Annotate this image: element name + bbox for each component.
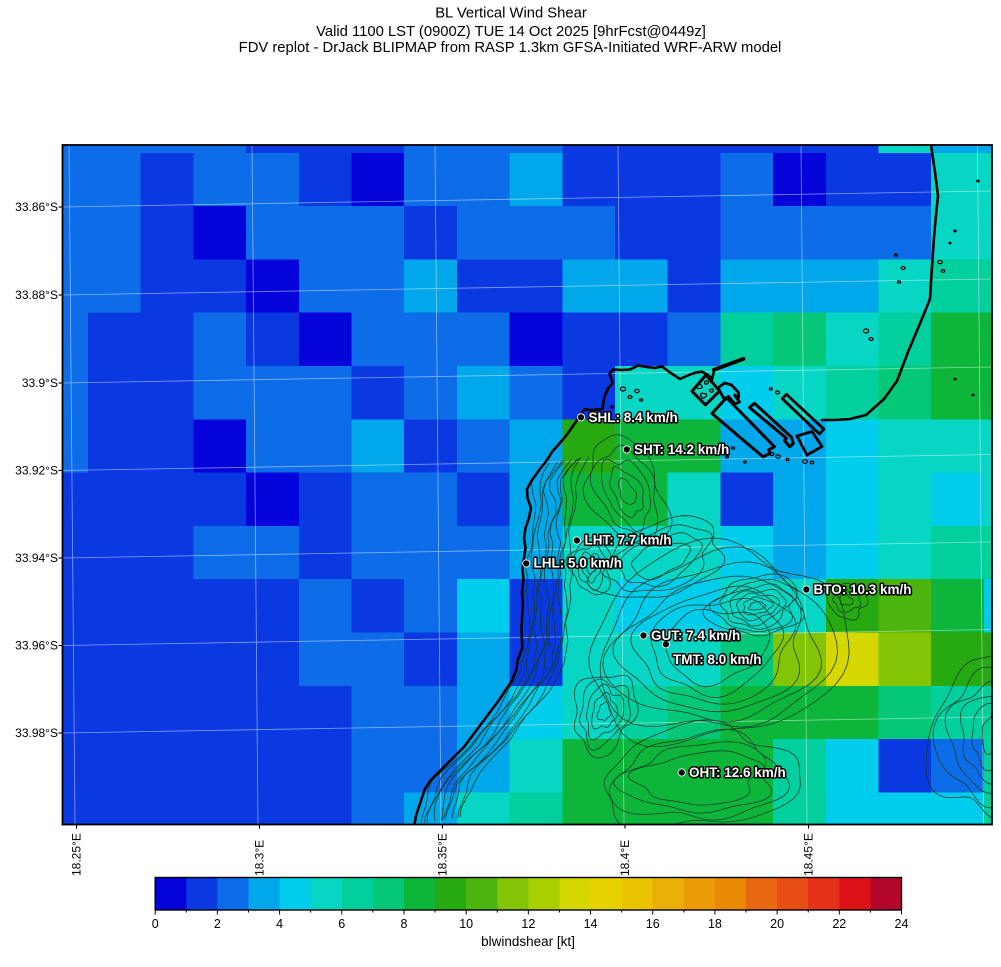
svg-text:BTO: 10.3 km/h: BTO: 10.3 km/h bbox=[814, 582, 912, 597]
svg-text:6: 6 bbox=[338, 917, 345, 931]
svg-text:24: 24 bbox=[895, 917, 909, 931]
svg-text:20: 20 bbox=[770, 917, 784, 931]
svg-text:10: 10 bbox=[459, 917, 473, 931]
svg-text:18.45°E: 18.45°E bbox=[802, 833, 816, 876]
svg-text:GUT: 7.4 km/h: GUT: 7.4 km/h bbox=[651, 628, 740, 643]
svg-text:18.4°E: 18.4°E bbox=[618, 840, 632, 876]
svg-text:blwindshear [kt]: blwindshear [kt] bbox=[481, 934, 575, 949]
svg-text:TMT: 8.0 km/h: TMT: 8.0 km/h bbox=[673, 652, 762, 667]
svg-text:SHL: 8.4 km/h: SHL: 8.4 km/h bbox=[589, 410, 678, 425]
svg-text:Valid 1100 LST (0900Z) TUE 14: Valid 1100 LST (0900Z) TUE 14 Oct 2025 [… bbox=[316, 24, 706, 40]
svg-text:BL Vertical Wind Shear: BL Vertical Wind Shear bbox=[435, 6, 587, 22]
svg-text:8: 8 bbox=[400, 917, 407, 931]
svg-text:33.96°S: 33.96°S bbox=[15, 639, 58, 653]
svg-text:LHL: 5.0 km/h: LHL: 5.0 km/h bbox=[534, 556, 623, 571]
svg-text:LHT: 7.7 km/h: LHT: 7.7 km/h bbox=[585, 533, 672, 548]
svg-text:FDV replot - DrJack BLIPMAP fr: FDV replot - DrJack BLIPMAP from RASP 1.… bbox=[239, 40, 782, 56]
svg-text:18: 18 bbox=[708, 917, 722, 931]
svg-text:33.88°S: 33.88°S bbox=[15, 288, 58, 302]
svg-text:18.3°E: 18.3°E bbox=[253, 840, 267, 876]
svg-text:14: 14 bbox=[584, 917, 598, 931]
svg-text:18.25°E: 18.25°E bbox=[70, 833, 84, 876]
svg-text:16: 16 bbox=[646, 917, 660, 931]
svg-text:33.9°S: 33.9°S bbox=[22, 376, 58, 390]
svg-text:33.86°S: 33.86°S bbox=[15, 200, 58, 214]
svg-text:4: 4 bbox=[276, 917, 283, 931]
svg-text:18.35°E: 18.35°E bbox=[436, 833, 450, 876]
svg-text:12: 12 bbox=[521, 917, 535, 931]
svg-text:33.92°S: 33.92°S bbox=[15, 464, 58, 478]
svg-text:22: 22 bbox=[832, 917, 846, 931]
svg-text:2: 2 bbox=[214, 917, 221, 931]
svg-text:33.98°S: 33.98°S bbox=[15, 726, 58, 740]
svg-text:33.94°S: 33.94°S bbox=[15, 551, 58, 565]
svg-text:SHT: 14.2 km/h: SHT: 14.2 km/h bbox=[634, 442, 729, 457]
svg-text:OHT: 12.6 km/h: OHT: 12.6 km/h bbox=[689, 765, 786, 780]
svg-text:0: 0 bbox=[152, 917, 159, 931]
